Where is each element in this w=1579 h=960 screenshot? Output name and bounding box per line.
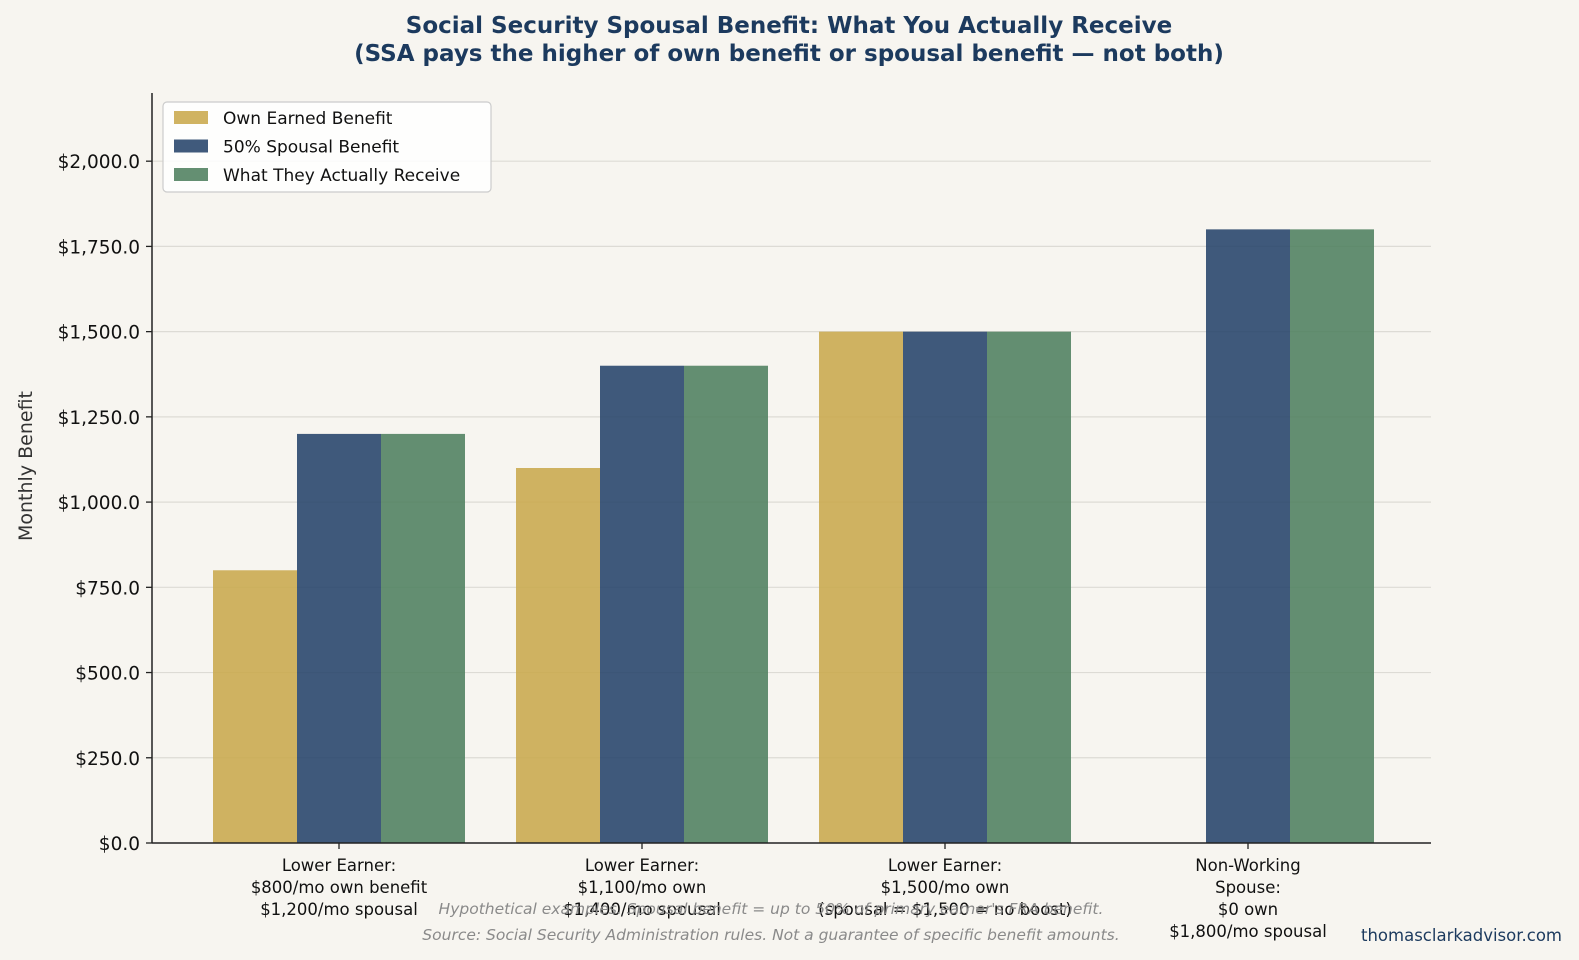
- y-tick-label: $1,500.0: [58, 323, 140, 344]
- x-tick-label-line: $0 own: [1218, 900, 1278, 919]
- watermark: thomasclarkadvisor.com: [1361, 926, 1562, 945]
- y-axis-label: Monthly Benefit: [15, 391, 37, 541]
- x-tick-label-line: $1,200/mo spousal: [260, 900, 418, 919]
- chart-title: Social Security Spousal Benefit: What Yo…: [406, 13, 1172, 39]
- x-tick-label: Non-Working Spouse: $0 own $1,800/mo spousa…: [1169, 856, 1327, 941]
- x-tick-label-line: Non-Working: [1195, 856, 1300, 875]
- bar-what-they-actually-receive: [987, 331, 1071, 843]
- bar-50-spousal-benefit: [903, 331, 987, 843]
- legend-label: 50% Spousal Benefit: [223, 138, 399, 158]
- bar-own-earned-benefit: [213, 570, 297, 843]
- y-tick-label: $250.0: [75, 749, 140, 770]
- x-tick-label-line: $1,800/mo spousal: [1169, 922, 1327, 941]
- x-tick-label-line: Lower Earner:: [585, 856, 699, 875]
- bar-what-they-actually-receive: [381, 433, 465, 843]
- y-tick-label: $1,750.0: [58, 237, 140, 258]
- x-tick-label-line: $800/mo own benefit: [251, 878, 428, 897]
- x-tick-label-line: Lower Earner:: [888, 856, 1002, 875]
- bar-own-earned-benefit: [516, 468, 600, 843]
- legend-swatch: [174, 168, 208, 181]
- x-tick-label-line: Spouse:: [1215, 878, 1281, 897]
- x-tick-label: Lower Earner: $800/mo own benefit $1,200/m…: [251, 856, 428, 919]
- legend-box: [162, 101, 492, 193]
- bar-own-earned-benefit: [819, 331, 903, 843]
- x-tick-label: Lower Earner: $1,100/mo own $1,400/mo spou…: [563, 856, 721, 919]
- chart-subtitle: (SSA pays the higher of own benefit or s…: [354, 41, 1224, 67]
- x-tick-label-line: $1,400/mo spousal: [563, 900, 721, 919]
- x-tick-label: Lower Earner: $1,500/mo own (spousal = $1,…: [818, 856, 1072, 919]
- bar-50-spousal-benefit: [297, 433, 381, 843]
- y-tick-label: $2,000.0: [58, 152, 140, 173]
- footnote-line-1: Hypothetical examples. Spousal benefit =…: [439, 900, 1104, 918]
- footnote-line-2: Source: Social Security Administration r…: [422, 926, 1119, 944]
- bar-50-spousal-benefit: [600, 365, 684, 843]
- legend-swatch: [174, 111, 208, 124]
- y-tick-label: $0.0: [99, 834, 140, 855]
- bar-what-they-actually-receive: [684, 365, 768, 843]
- x-tick-label-line: (spousal = $1,500 = no boost): [818, 900, 1072, 919]
- bar-what-they-actually-receive: [1290, 229, 1374, 843]
- x-tick-label-line: $1,500/mo own: [881, 878, 1010, 897]
- y-tick-label: $1,000.0: [58, 493, 140, 514]
- legend-swatch: [174, 139, 208, 153]
- y-tick-label: $750.0: [75, 578, 140, 599]
- x-tick-label-line: $1,100/mo own: [578, 878, 707, 897]
- legend-label: Own Earned Benefit: [223, 109, 393, 129]
- y-tick-label: $1,250.0: [58, 408, 140, 429]
- y-tick-label: $500.0: [75, 664, 140, 685]
- legend-label: What They Actually Receive: [223, 166, 460, 186]
- bar-50-spousal-benefit: [1206, 229, 1290, 843]
- x-tick-label-line: Lower Earner:: [282, 856, 396, 875]
